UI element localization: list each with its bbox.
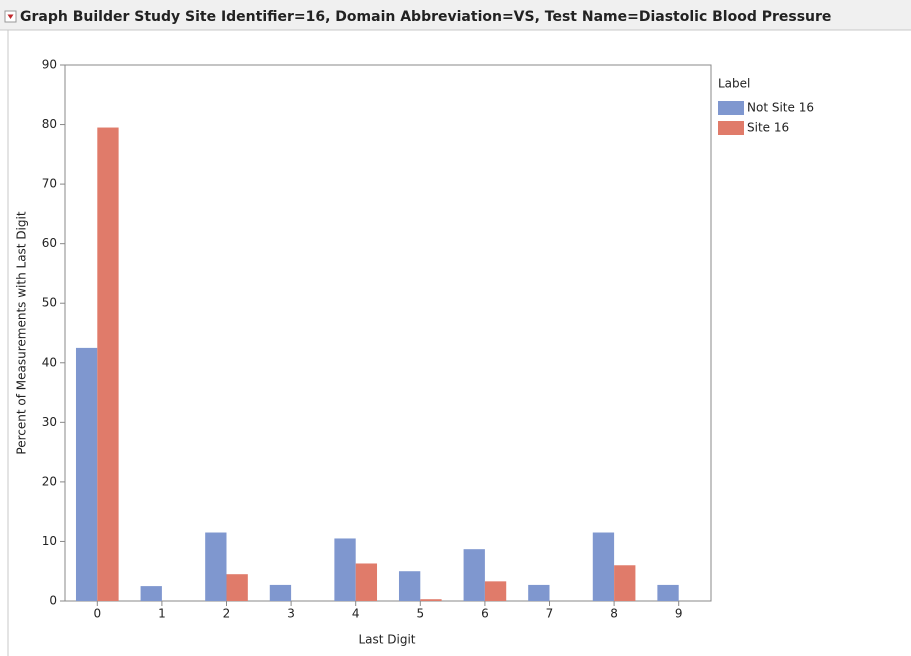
x-tick-label: 7 bbox=[546, 607, 554, 621]
bar bbox=[420, 599, 442, 601]
x-tick-label: 2 bbox=[223, 607, 231, 621]
x-tick-label: 1 bbox=[158, 607, 166, 621]
y-tick-label: 80 bbox=[42, 117, 57, 131]
x-tick-label: 5 bbox=[416, 607, 424, 621]
bar bbox=[269, 584, 292, 601]
x-tick-label: 8 bbox=[610, 607, 618, 621]
title-bar bbox=[0, 0, 911, 30]
bar bbox=[75, 347, 98, 601]
y-tick-label: 10 bbox=[42, 534, 57, 548]
y-tick-label: 20 bbox=[42, 474, 57, 488]
y-tick-label: 40 bbox=[42, 355, 57, 369]
bar bbox=[398, 571, 421, 601]
bar bbox=[592, 532, 615, 601]
x-tick-label: 6 bbox=[481, 607, 489, 621]
legend-title: Label bbox=[718, 77, 750, 91]
bar bbox=[205, 532, 227, 601]
legend-label: Site 16 bbox=[747, 121, 789, 135]
y-tick-label: 50 bbox=[42, 296, 57, 310]
x-tick-label: 0 bbox=[93, 607, 101, 621]
y-axis-label: Percent of Measurements with Last Digit bbox=[15, 211, 29, 454]
legend-label: Not Site 16 bbox=[747, 101, 814, 115]
x-tick-label: 9 bbox=[675, 607, 683, 621]
legend-swatch bbox=[718, 101, 744, 115]
disclosure-triangle bbox=[7, 14, 14, 19]
bar bbox=[528, 584, 550, 601]
x-tick-label: 3 bbox=[287, 607, 295, 621]
chart-title: Graph Builder Study Site Identifier=16, … bbox=[20, 9, 831, 25]
legend-swatch bbox=[718, 121, 744, 135]
bar bbox=[334, 538, 356, 601]
bar bbox=[97, 127, 119, 602]
bar bbox=[657, 584, 679, 601]
bar bbox=[614, 565, 636, 601]
y-tick-label: 90 bbox=[42, 58, 57, 72]
bar bbox=[355, 563, 378, 601]
bar bbox=[140, 586, 162, 601]
y-tick-label: 60 bbox=[42, 236, 57, 250]
y-tick-label: 0 bbox=[49, 594, 57, 608]
y-tick-label: 70 bbox=[42, 177, 57, 191]
bar bbox=[226, 574, 248, 601]
bar bbox=[463, 549, 485, 601]
bar bbox=[484, 581, 507, 601]
plot-frame bbox=[64, 64, 712, 602]
y-tick-label: 30 bbox=[42, 415, 57, 429]
x-tick-label: 4 bbox=[352, 607, 360, 621]
x-axis-label: Last Digit bbox=[358, 633, 415, 647]
